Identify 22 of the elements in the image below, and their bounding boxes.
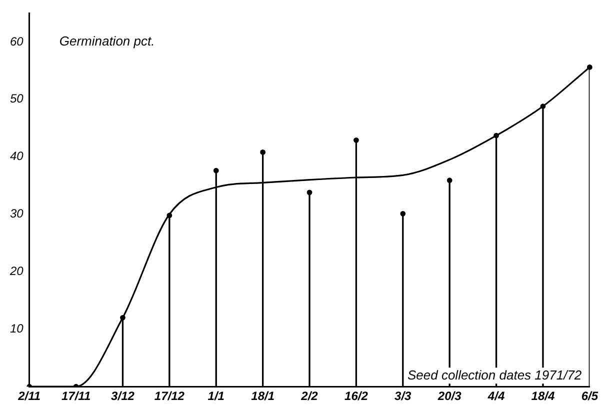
x-tick-label: 4/4: [486, 389, 505, 404]
x-tick-label: 6/5: [581, 389, 598, 404]
x-axis-title: Seed collection dates 1971/72: [407, 368, 582, 383]
x-tick-label: 18/1: [251, 389, 275, 404]
y-tick-label: 20: [8, 264, 24, 278]
x-tick-label: 3/3: [394, 389, 412, 404]
y-tick-label: 10: [10, 322, 24, 336]
x-tick-label: 16/2: [344, 389, 368, 404]
y-tick-label: 50: [10, 92, 24, 106]
y-axis-title: Germination pct.: [59, 34, 155, 49]
x-tick-label: 20/3: [436, 389, 462, 404]
x-tick-label: 17/11: [61, 389, 91, 404]
x-tick-label: 2/11: [17, 389, 41, 404]
x-tick-label: 2/2: [300, 389, 318, 404]
point: [586, 64, 592, 70]
x-tick-label: 18/4: [531, 389, 555, 404]
x-tick-label: 3/12: [111, 389, 135, 404]
y-tick-label: 60: [10, 34, 24, 48]
x-tick-label: 17/12: [154, 389, 185, 404]
x-tick-label: 1/1: [208, 389, 225, 404]
y-tick-label: 40: [10, 149, 24, 164]
y-tick-label: 30: [10, 206, 24, 221]
